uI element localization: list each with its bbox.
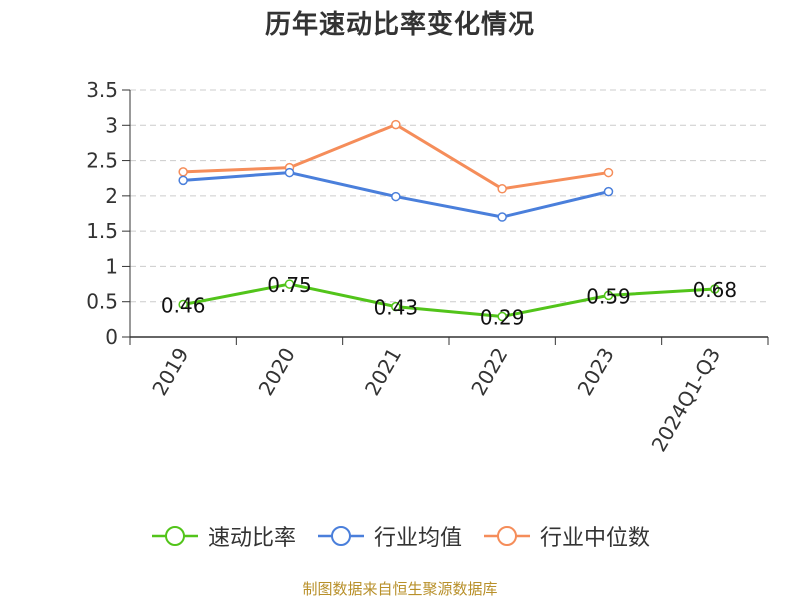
data-point bbox=[497, 212, 507, 222]
x-tick-label: 2021 bbox=[360, 344, 406, 400]
chart-title: 历年速动比率变化情况 bbox=[264, 10, 535, 40]
data-point bbox=[284, 279, 295, 289]
data-point bbox=[710, 284, 720, 294]
legend-marker-icon bbox=[151, 526, 198, 546]
data-point bbox=[178, 167, 188, 177]
legend-marker-icon bbox=[484, 526, 530, 546]
y-tick-label: 2.5 bbox=[86, 149, 118, 173]
data-point bbox=[603, 186, 614, 197]
data-label: 0.59 bbox=[586, 284, 631, 308]
y-tick-label: 1 bbox=[105, 254, 118, 278]
data-point bbox=[497, 311, 507, 322]
series-line-0 bbox=[182, 282, 715, 319]
data-label: 0.29 bbox=[480, 306, 525, 330]
legend-item[interactable]: 行业均值 bbox=[316, 520, 462, 552]
data-point bbox=[603, 167, 614, 178]
x-tick-label: 2019 bbox=[147, 344, 193, 400]
legend-item[interactable]: 行业中位数 bbox=[482, 520, 650, 552]
y-tick-label: 3 bbox=[105, 113, 118, 137]
data-label: 0.46 bbox=[161, 294, 206, 318]
chart-legend: 速动比率 行业均值 行业中位数 bbox=[0, 520, 800, 552]
x-tick-label: 2022 bbox=[466, 343, 512, 399]
data-point bbox=[391, 191, 401, 202]
data-label: 0.43 bbox=[374, 296, 419, 320]
data-label: 0.68 bbox=[693, 278, 738, 302]
data-point bbox=[178, 299, 188, 310]
x-tick-label: 2020 bbox=[254, 344, 300, 400]
legend-label: 速动比率 bbox=[207, 526, 296, 551]
y-tick-label: 3.5 bbox=[86, 78, 118, 102]
data-point bbox=[603, 290, 614, 301]
x-tick-label: 2023 bbox=[573, 344, 619, 400]
source-note: 制图数据来自恒生聚源数据库 bbox=[302, 580, 498, 598]
legend-item[interactable]: 速动比率 bbox=[150, 520, 296, 552]
data-point bbox=[284, 167, 295, 178]
y-tick-label: 1.5 bbox=[86, 219, 118, 243]
legend-label: 行业中位数 bbox=[540, 526, 651, 551]
data-point bbox=[391, 301, 401, 312]
series-line-2 bbox=[183, 123, 609, 191]
data-point bbox=[497, 184, 507, 194]
y-tick-label: 0.5 bbox=[86, 290, 118, 314]
y-tick-label: 2 bbox=[105, 184, 118, 208]
data-point bbox=[391, 119, 401, 130]
data-label: 0.75 bbox=[267, 273, 312, 297]
legend-marker-icon bbox=[317, 526, 364, 546]
x-tick-label: 2024Q1-Q3 bbox=[646, 344, 725, 456]
legend-label: 行业均值 bbox=[373, 526, 462, 551]
data-point bbox=[178, 175, 188, 186]
y-tick-label: 0 bbox=[105, 325, 118, 349]
